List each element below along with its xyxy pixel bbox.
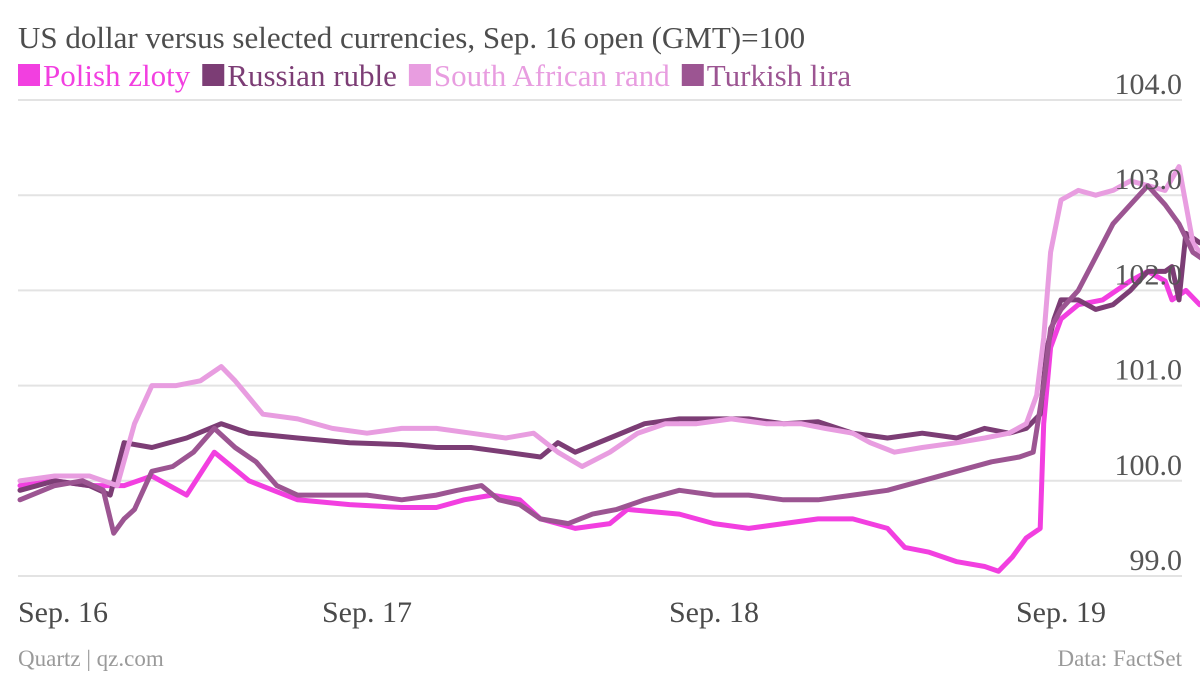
x-tick-label-2: Sep. 18 [669, 596, 759, 629]
x-tick-label-3: Sep. 19 [1016, 596, 1106, 629]
legend-swatch-polish-zloty [18, 64, 40, 86]
y-tick-label-2: 101.0 [1115, 354, 1183, 387]
x-axis-ticks: Sep. 16 Sep. 17 Sep. 18 Sep. 19 [18, 596, 1106, 629]
y-tick-label-1: 100.0 [1115, 449, 1183, 482]
legend-label-turkish-lira: Turkish lira [707, 58, 852, 93]
y-tick-label-5: 104.0 [1115, 68, 1183, 101]
y-tick-label-4: 103.0 [1115, 163, 1183, 196]
legend-swatch-turkish-lira [681, 64, 704, 86]
series-line-turkish-lira [17, 183, 1200, 536]
legend-label-south-african-rand: South African rand [434, 58, 670, 93]
y-tick-label-0: 99.0 [1130, 544, 1183, 577]
footer-source-left: Quartz | qz.com [18, 646, 164, 671]
grid-layer [18, 99, 1182, 577]
legend: Polish zloty Russian ruble South African r… [18, 58, 851, 93]
y-axis-ticks: 99.0 100.0 101.0 102.0 103.0 104.0 [1115, 68, 1183, 577]
series-line-south-african-rand [17, 164, 1200, 489]
x-tick-label-1: Sep. 17 [322, 596, 412, 629]
chart-title: US dollar versus selected currencies, Se… [18, 20, 805, 55]
x-tick-label-0: Sep. 16 [18, 596, 108, 629]
series-line-polish-zloty [17, 268, 1200, 574]
legend-label-polish-zloty: Polish zloty [43, 58, 191, 93]
footer-source-right: Data: FactSet [1057, 646, 1182, 671]
series-layer [17, 164, 1200, 574]
y-tick-label-3: 102.0 [1115, 258, 1183, 291]
legend-swatch-russian-ruble [202, 64, 225, 86]
legend-label-russian-ruble: Russian ruble [227, 58, 397, 93]
legend-swatch-south-african-rand [408, 64, 431, 86]
